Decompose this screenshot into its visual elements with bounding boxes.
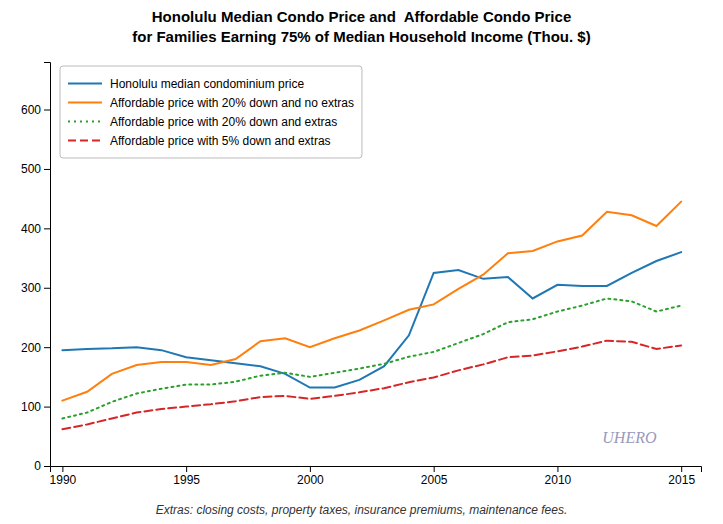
- tick-mark: [681, 466, 682, 472]
- tick-mark: [44, 228, 50, 229]
- y-axis: 0 100 200 300 400 500 600: [21, 63, 51, 474]
- tick: 300: [21, 281, 50, 295]
- tick: 2010: [545, 466, 572, 487]
- tick-label: 0: [34, 459, 41, 473]
- axis-line: [51, 467, 702, 473]
- tick-mark: [62, 466, 63, 472]
- legend-swatch: [68, 102, 102, 104]
- series-line: [62, 298, 681, 418]
- tick: 400: [21, 222, 50, 236]
- tick: 0: [34, 459, 50, 473]
- tick: 200: [21, 341, 50, 355]
- legend: Honolulu median condominium price Afforda…: [60, 66, 362, 158]
- axis-line: [44, 63, 51, 467]
- chart: Honolulu Median Condo Price and Affordab…: [0, 0, 723, 524]
- tick-label: 200: [21, 341, 41, 355]
- tick-label: 500: [21, 162, 41, 176]
- tick-mark: [186, 466, 187, 472]
- tick-mark: [434, 466, 435, 472]
- annotation: UHERO: [602, 429, 657, 446]
- legend-item: Affordable price with 20% down and no ex…: [68, 96, 354, 110]
- legend-swatch: [68, 83, 102, 85]
- legend-label: Honolulu median condominium price: [110, 77, 304, 91]
- tick-mark: [310, 466, 311, 472]
- tick-label: 1990: [50, 473, 77, 487]
- tick-mark: [557, 466, 558, 472]
- legend-item: Honolulu median condominium price: [68, 77, 304, 91]
- tick: 100: [21, 400, 50, 414]
- tick-label: 1995: [173, 473, 200, 487]
- tick-mark: [44, 407, 50, 408]
- series-line: [62, 341, 681, 430]
- lines: [62, 202, 681, 430]
- title: Honolulu Median Condo Price and Affordab…: [152, 8, 571, 25]
- legend-item: Affordable price with 5% down and extras: [68, 134, 331, 148]
- tick-mark: [44, 169, 50, 170]
- tick-label: 100: [21, 400, 41, 414]
- tick-label: 2010: [545, 473, 572, 487]
- legend-frame: [60, 66, 362, 158]
- tick-label: 2015: [668, 473, 695, 487]
- legend-label: Affordable price with 5% down and extras: [110, 134, 331, 148]
- tick: 2005: [421, 466, 448, 487]
- legend-label: Affordable price with 20% down and extra…: [110, 115, 337, 129]
- series-line: [62, 202, 681, 401]
- tick-label: 300: [21, 281, 41, 295]
- tick: 2000: [297, 466, 324, 487]
- tick: 600: [21, 103, 50, 117]
- legend-item: Affordable price with 20% down and extra…: [68, 115, 337, 129]
- series-line: [62, 252, 681, 387]
- tick-label: 2005: [421, 473, 448, 487]
- footnote: Extras: closing costs, property taxes, i…: [156, 503, 568, 517]
- tick: 2015: [668, 466, 695, 487]
- tick-label: 600: [21, 103, 41, 117]
- tick: 1990: [50, 466, 77, 487]
- legend-swatch: [68, 140, 102, 142]
- tick-label: 400: [21, 222, 41, 236]
- subtitle: for Families Earning 75% of Median House…: [132, 28, 590, 45]
- tick: 500: [21, 162, 50, 176]
- tick-mark: [44, 347, 50, 348]
- plot: 1990 1995 2000 2005 2010 2015 0 100 200 300 400 500…: [21, 63, 702, 487]
- tick-label: 2000: [297, 473, 324, 487]
- x-axis: 1990 1995 2000 2005 2010 2015: [50, 466, 702, 487]
- legend-swatch: [68, 121, 102, 123]
- tick-mark: [44, 110, 50, 111]
- tick-mark: [44, 288, 50, 289]
- tick: 1995: [173, 466, 200, 487]
- tick-mark: [44, 466, 50, 467]
- legend-label: Affordable price with 20% down and no ex…: [110, 96, 354, 110]
